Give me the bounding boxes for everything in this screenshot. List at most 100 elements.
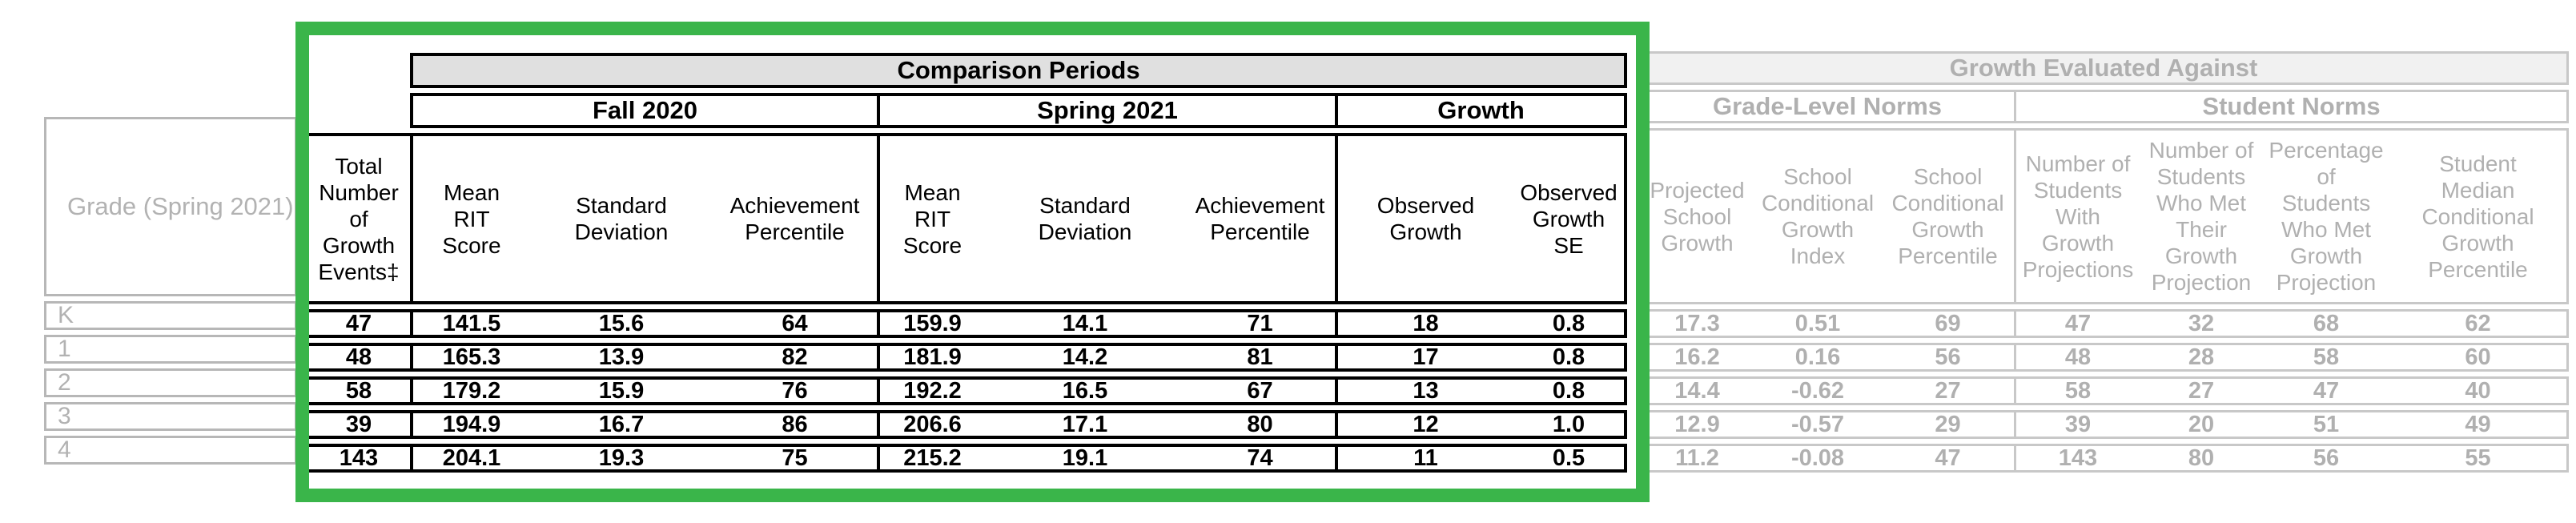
column-header: Achievement Percentile [713,133,877,304]
table-cell: 12.9 [1638,410,1754,439]
table-cell: 39 [2014,410,2140,439]
table-row: 12.9 -0.57 29 39 20 51 49 [1638,410,2569,439]
table-cell: 86 [713,410,877,439]
table-cell: 15.9 [530,376,713,405]
table-cell: 60 [2389,343,2569,372]
table-cell: 19.1 [985,444,1185,473]
table-cell: 32 [2140,309,2263,338]
table-cell: 13 [1335,376,1513,405]
table-cell: 40 [2389,376,2569,405]
table-row: Comparison Periods [304,53,1628,88]
table-cell: 17 [1335,343,1513,372]
table-cell: 82 [713,343,877,372]
table-cell: 17.1 [985,410,1185,439]
growth-evaluated-against-title: Growth Evaluated Against [1638,51,2569,85]
table-cell: 68 [2263,309,2389,338]
column-header: Observed Growth [1335,133,1513,304]
table-cell: 181.9 [877,343,985,372]
spacer-cell [304,93,410,128]
table-cell: 11.2 [1638,444,1754,473]
table-cell: 47 [304,309,410,338]
table-cell: 76 [713,376,877,405]
column-header: School Conditional Growth Percentile [1882,128,2014,304]
table-cell: 215.2 [877,444,985,473]
table-cell: 58 [2014,376,2140,405]
table-cell: 47 [1882,444,2014,473]
table-cell: 0.8 [1513,343,1628,372]
table-cell: 16.7 [530,410,713,439]
group-header-fall-2020: Fall 2020 [410,93,877,128]
comparison-periods-title: Comparison Periods [410,53,1628,88]
table-cell: 0.5 [1513,444,1628,473]
table-cell: 64 [713,309,877,338]
table-cell: 28 [2140,343,2263,372]
table-row: 48 165.3 13.9 82 181.9 14.2 81 17 0.8 [304,343,1628,372]
table-cell: 143 [2014,444,2140,473]
table-cell: 20 [2140,410,2263,439]
grade-row-label: 3 [44,402,297,431]
column-header: Mean RIT Score [877,133,985,304]
table-row: 14.4 -0.62 27 58 27 47 40 [1638,376,2569,405]
table-cell: 27 [1882,376,2014,405]
table-cell: 18 [1335,309,1513,338]
table-cell: 48 [304,343,410,372]
table-cell: -0.62 [1754,376,1882,405]
comparison-periods-table: Comparison Periods Fall 2020 Spring 2021… [304,48,1628,477]
group-header-spring-2021: Spring 2021 [877,93,1335,128]
table-cell: -0.08 [1754,444,1882,473]
table-cell: 0.8 [1513,376,1628,405]
table-cell: 49 [2389,410,2569,439]
column-header: Observed Growth SE [1513,133,1628,304]
table-cell: 141.5 [410,309,530,338]
table-row: Projected School Growth School Condition… [1638,128,2569,304]
table-cell: 27 [2140,376,2263,405]
table-cell: 58 [304,376,410,405]
table-row: Grade (Spring 2021) [44,117,297,296]
column-header: Student Median Conditional Growth Percen… [2389,128,2569,304]
table-cell: 165.3 [410,343,530,372]
table-row: 11.2 -0.08 47 143 80 56 55 [1638,444,2569,473]
table-cell: 14.1 [985,309,1185,338]
table-row: 16.2 0.16 56 48 28 58 60 [1638,343,2569,372]
table-cell: 143 [304,444,410,473]
table-cell: 1.0 [1513,410,1628,439]
table-row: Total Number of Growth Events‡ Mean RIT … [304,133,1628,304]
group-header-grade-level-norms: Grade-Level Norms [1638,90,2014,123]
table-row: Fall 2020 Spring 2021 Growth [304,93,1628,128]
grade-row-label: 4 [44,436,297,465]
column-header: Standard Deviation [985,133,1185,304]
table-cell: 204.1 [410,444,530,473]
table-cell: 29 [1882,410,2014,439]
table-cell: -0.57 [1754,410,1882,439]
column-header: Achievement Percentile [1185,133,1335,304]
table-cell: 15.6 [530,309,713,338]
table-cell: 74 [1185,444,1335,473]
table-cell: 179.2 [410,376,530,405]
table-cell: 80 [1185,410,1335,439]
table-row: 4 [44,436,297,465]
spacer-cell [304,53,410,88]
table-cell: 16.5 [985,376,1185,405]
table-row: Grade-Level Norms Student Norms [1638,90,2569,123]
table-cell: 58 [2263,343,2389,372]
table-row: 17.3 0.51 69 47 32 68 62 [1638,309,2569,338]
column-header: Number of Students Who Met Their Growth … [2140,128,2263,304]
column-header: Standard Deviation [530,133,713,304]
table-cell: 0.8 [1513,309,1628,338]
table-cell: 62 [2389,309,2569,338]
table-cell: 0.16 [1754,343,1882,372]
table-row: Growth Evaluated Against [1638,51,2569,85]
table-row: 39 194.9 16.7 86 206.6 17.1 80 12 1.0 [304,410,1628,439]
table-cell: 67 [1185,376,1335,405]
column-header: Percentage of Students Who Met Growth Pr… [2263,128,2389,304]
group-header-student-norms: Student Norms [2014,90,2569,123]
table-cell: 19.3 [530,444,713,473]
table-cell: 17.3 [1638,309,1754,338]
table-cell: 39 [304,410,410,439]
table-cell: 194.9 [410,410,530,439]
grade-row-label: 2 [44,368,297,397]
growth-evaluated-against-table: Growth Evaluated Against Grade-Level Nor… [1638,46,2569,477]
table-cell: 56 [2263,444,2389,473]
group-header-growth: Growth [1335,93,1628,128]
